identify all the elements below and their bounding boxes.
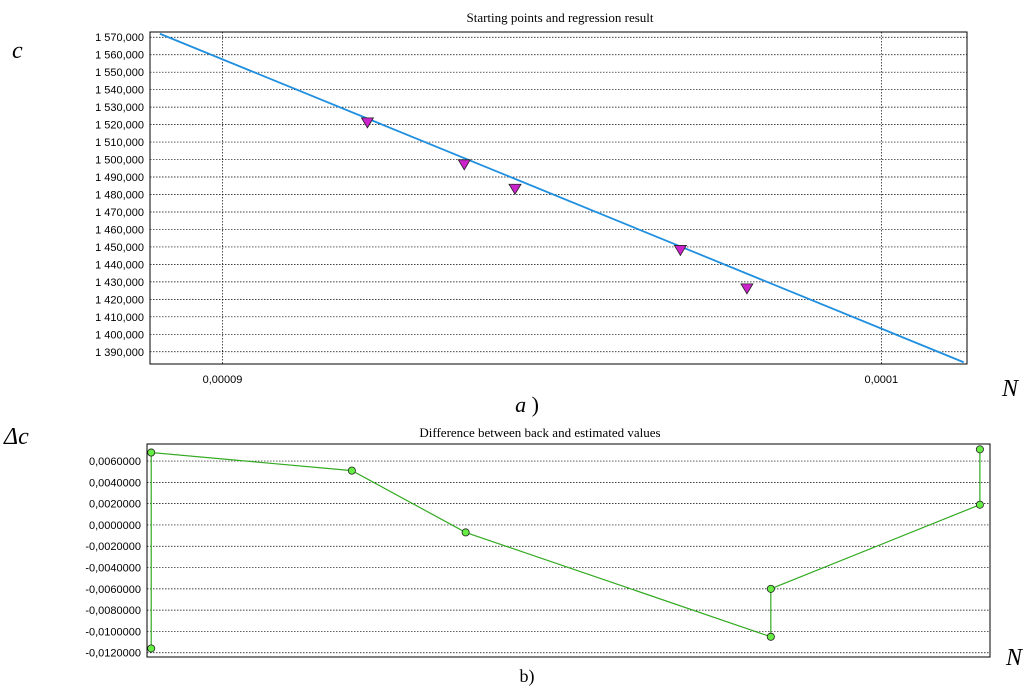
chart-b-y-tick-label: -0,0060000 (85, 584, 141, 596)
chart-b-caption: b) (520, 666, 535, 687)
chart-a-caption-paren: ) (532, 392, 539, 417)
chart-a-y-tick-label: 1 440,000 (95, 259, 144, 271)
chart-b-xlabel: N (1005, 645, 1024, 671)
chart-a-x-ticks: 0,00009 0,0001 (203, 374, 899, 386)
chart-a-x-tick-label: 0,0001 (865, 374, 899, 386)
chart-b-y-tick-label: -0,0040000 (85, 563, 141, 575)
chart-b-y-tick-label: 0,0060000 (89, 456, 141, 468)
difference-chart: Difference between back and estimated va… (3, 424, 1024, 687)
chart-a-y-tick-label: 1 510,000 (95, 137, 144, 149)
data-point-marker (673, 245, 688, 257)
chart-b-y-tick-label: -0,0080000 (85, 605, 141, 617)
chart-a-y-tick-label: 1 480,000 (95, 190, 144, 202)
regression-line (159, 32, 965, 364)
chart-a-y-tick-label: 1 460,000 (95, 224, 144, 236)
chart-a-ylabel: c (12, 38, 23, 64)
chart-a-grid (150, 32, 967, 364)
chart-a-title: Starting points and regression result (466, 10, 653, 25)
difference-point-marker (766, 584, 775, 593)
chart-b-y-tick-label: 0,0040000 (89, 477, 141, 489)
chart-a-y-tick-label: 1 470,000 (95, 207, 144, 219)
chart-a-y-tick-label: 1 400,000 (95, 329, 144, 341)
chart-a-y-tick-label: 1 550,000 (95, 67, 144, 79)
data-point-marker (457, 159, 471, 171)
chart-b-grid (147, 460, 990, 654)
chart-a-y-tick-label: 1 570,000 (95, 32, 144, 44)
chart-a-xlabel: N (1001, 376, 1020, 402)
chart-a-y-tick-label: 1 490,000 (95, 172, 144, 184)
chart-a-caption: a ) (515, 392, 539, 417)
chart-b-ylabel: Δc (3, 424, 29, 450)
difference-series-line (150, 449, 981, 649)
chart-a-y-tick-label: 1 530,000 (95, 102, 144, 114)
regression-chart: Starting points and regression result c … (12, 10, 1020, 417)
chart-a-y-tick-label: 1 500,000 (95, 155, 144, 167)
chart-a-y-tick-label: 1 520,000 (95, 120, 144, 132)
chart-b-y-tick-label: -0,0020000 (85, 541, 141, 553)
chart-a-x-tick-label: 0,00009 (203, 374, 243, 386)
chart-b-series (147, 445, 984, 653)
chart-a-series (159, 32, 965, 364)
difference-point-marker (975, 500, 984, 509)
chart-a-caption-letter: a (515, 392, 526, 417)
chart-b-plot-frame (146, 443, 991, 658)
data-point-marker (360, 117, 375, 129)
chart-a-y-tick-label: 1 430,000 (95, 277, 144, 289)
chart-a-y-tick-label: 1 540,000 (95, 85, 144, 97)
data-point-marker (508, 183, 522, 196)
chart-a-y-ticks: 1 390,000 1 400,000 1 410,000 1 420,000 1 43… (95, 32, 144, 359)
chart-a-y-tick-label: 1 390,000 (95, 347, 144, 359)
difference-point-marker (147, 644, 156, 653)
chart-b-y-tick-label: -0,0120000 (85, 648, 141, 660)
chart-b-y-tick-label: 0,0020000 (89, 499, 141, 511)
chart-b-title: Difference between back and estimated va… (419, 425, 660, 440)
chart-a-plot-frame (149, 31, 968, 365)
chart-a-y-tick-label: 1 410,000 (95, 312, 144, 324)
difference-point-marker (461, 528, 470, 537)
difference-point-marker (347, 466, 356, 475)
chart-b-y-ticks: 0,0060000 0,0040000 0,0020000 0,0000000 -0,0… (85, 456, 141, 660)
chart-a-y-tick-label: 1 420,000 (95, 294, 144, 306)
difference-point-marker (147, 448, 156, 457)
difference-point-marker (766, 632, 775, 641)
chart-b-y-tick-label: -0,0100000 (85, 626, 141, 638)
data-point-marker (740, 283, 754, 295)
chart-a-y-tick-label: 1 450,000 (95, 242, 144, 254)
difference-point-marker (975, 445, 984, 454)
chart-a-y-tick-label: 1 560,000 (95, 50, 144, 62)
chart-b-y-tick-label: 0,0000000 (89, 520, 141, 532)
